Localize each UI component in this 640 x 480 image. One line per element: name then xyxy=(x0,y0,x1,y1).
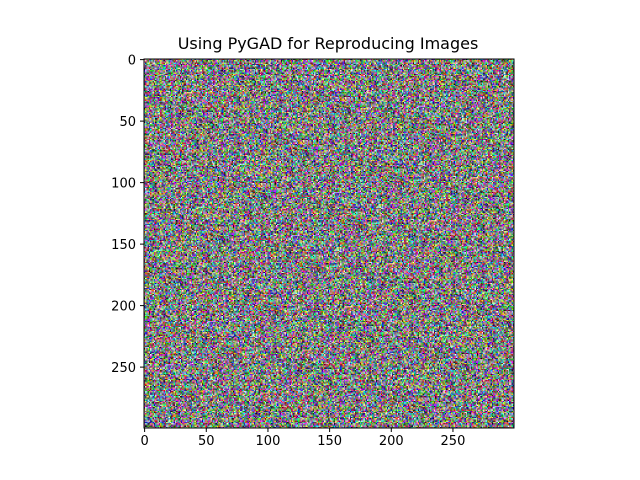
x-tick-label: 250 xyxy=(441,434,466,449)
x-tick-label: 100 xyxy=(256,434,281,449)
noise-image xyxy=(144,59,514,428)
y-tick-label: 250 xyxy=(111,361,136,376)
y-tick-label: 150 xyxy=(111,238,136,253)
y-tick-label: 200 xyxy=(111,300,136,315)
y-tick-label: 50 xyxy=(119,115,136,130)
y-tick-label: 100 xyxy=(111,177,136,192)
x-tick-label: 200 xyxy=(379,434,404,449)
y-tick-label: 0 xyxy=(128,54,136,69)
y-axis: 0 50 100 150 200 250 xyxy=(111,54,144,376)
x-tick-label: 0 xyxy=(140,434,148,449)
chart-title: Using PyGAD for Reproducing Images xyxy=(178,34,479,53)
x-axis: 0 50 100 150 200 250 xyxy=(140,428,465,449)
x-tick-label: 150 xyxy=(317,434,342,449)
x-tick-label: 50 xyxy=(198,434,215,449)
axes-frame xyxy=(143,58,515,429)
